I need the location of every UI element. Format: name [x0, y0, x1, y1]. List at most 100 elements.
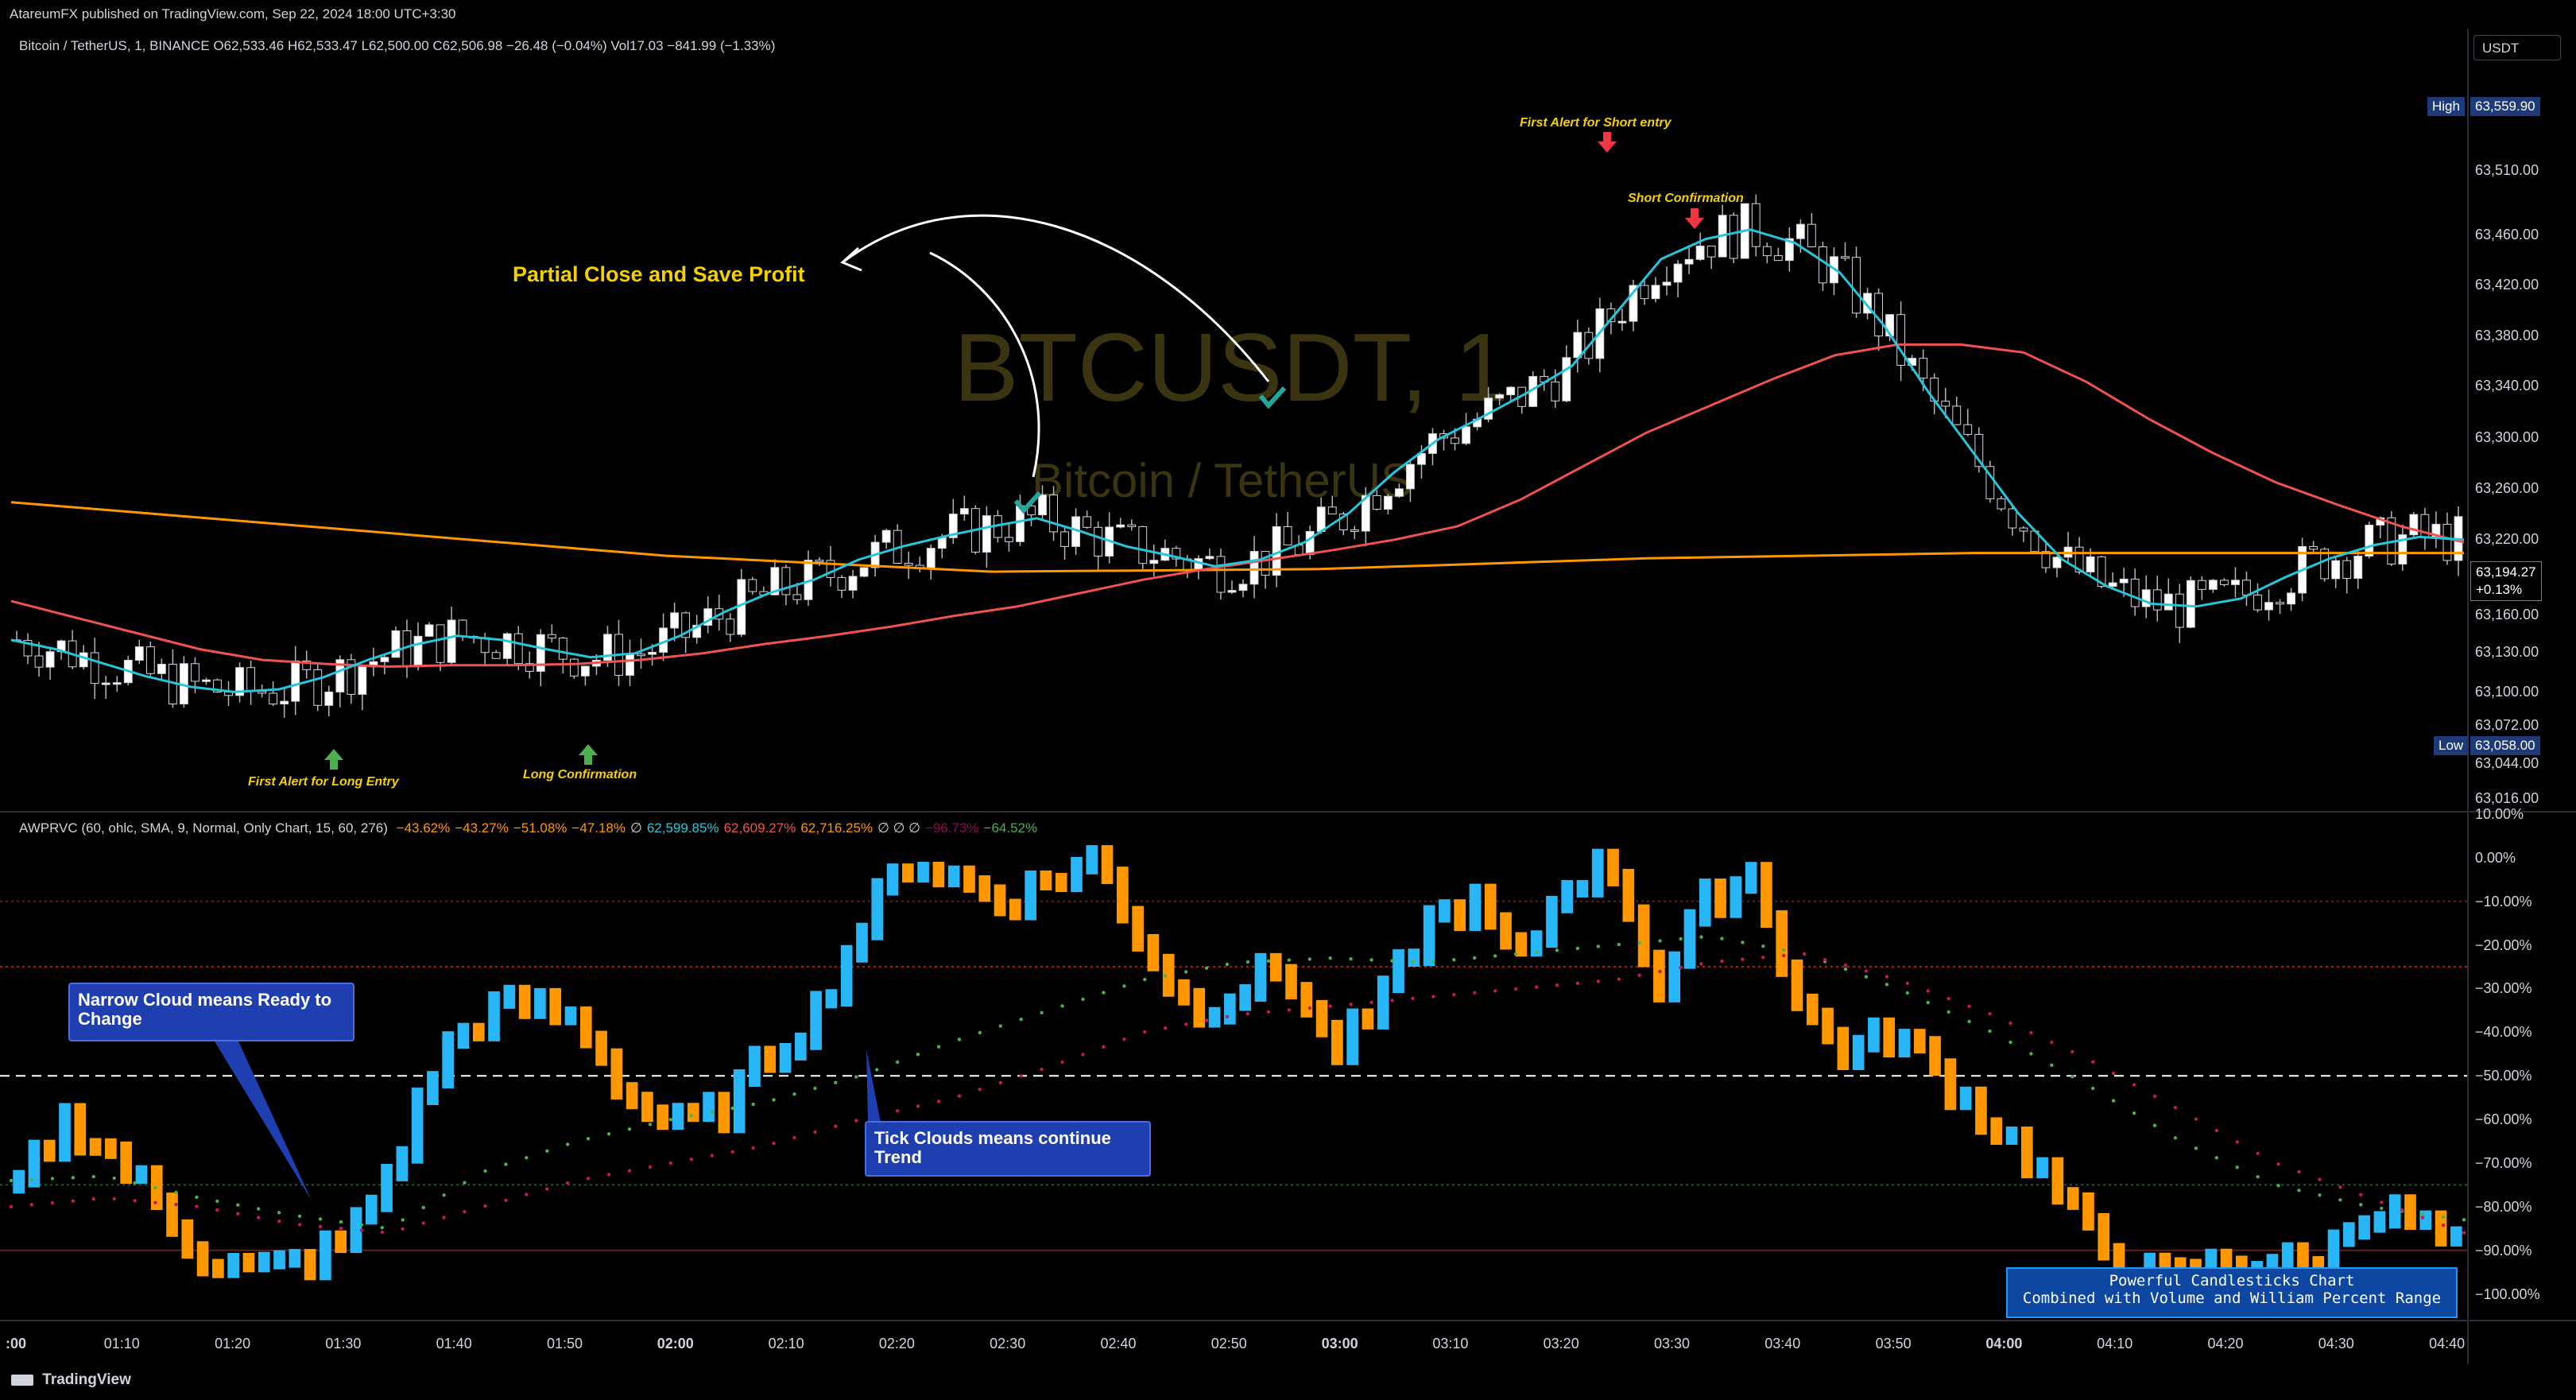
wpr-bar [1132, 906, 1144, 952]
cloud-red-dot [916, 1104, 920, 1108]
candle-body [1383, 495, 1393, 510]
candle-body [2309, 545, 2318, 550]
time-tick-label: 02:10 [768, 1336, 804, 1352]
cloud-red-dot [483, 1204, 487, 1208]
cloud-green-dot [133, 1181, 137, 1185]
cloud-green-dot [1081, 997, 1085, 1002]
cloud-red-dot [1411, 996, 1415, 1001]
wpr-bar [2388, 1194, 2401, 1229]
candle-body [1350, 529, 1359, 533]
candle-body [1863, 293, 1872, 314]
cloud-red-dot [1741, 957, 1745, 961]
cloud-red-dot [215, 1208, 219, 1212]
cloud-red-dot [710, 1154, 714, 1158]
cloud-green-dot [2009, 1040, 2012, 1045]
ema-mid-line [10, 343, 2465, 669]
cloud-green-dot [1369, 958, 1373, 962]
cloud-green-dot [1122, 984, 1126, 988]
wpr-bar [917, 861, 929, 883]
wpr-bar [1622, 868, 1635, 922]
candle-body [2041, 551, 2051, 568]
candle-body [2108, 582, 2117, 588]
footer-brand: TradingView [42, 1371, 131, 1388]
cloud-green-dot [854, 1075, 858, 1079]
candle-body [1974, 433, 1984, 467]
candle-body [1629, 285, 1638, 322]
wpr-bar [89, 1138, 102, 1156]
candle-body [157, 663, 166, 674]
wpr-bar [1254, 952, 1267, 1002]
indicator-value: −47.18% [571, 820, 626, 836]
wpr-tick-label: −80.00% [2475, 1198, 2532, 1215]
cloud-red-dot [1803, 952, 1807, 956]
wpr-bar [1837, 1026, 1850, 1071]
wpr-bar [258, 1251, 270, 1273]
symbol-legend[interactable]: Bitcoin / TetherUS, 1, BINANCE O62,533.4… [19, 38, 780, 54]
cloud-green-dot [875, 1068, 879, 1072]
wpr-bar [1883, 1017, 1896, 1058]
cloud-red-dot [1843, 964, 1848, 968]
candle-body [1327, 506, 1337, 514]
cloud-red-dot [978, 1088, 982, 1092]
indicator-legend[interactable]: AWPRVC (60, ohlc, SMA, 9, Normal, Only C… [19, 820, 1042, 836]
indicator-value: −43.27% [455, 820, 509, 836]
cloud-red-dot [1143, 1030, 1147, 1034]
cloud-green-dot [1967, 1019, 1971, 1024]
cloud-red-dot [91, 1197, 95, 1201]
indicator-value: ∅ [630, 820, 642, 836]
cloud-red-dot [545, 1187, 549, 1191]
cloud-red-dot [2091, 1060, 2095, 1064]
cloud-green-dot [998, 1024, 1003, 1028]
short-confirm-arrow-icon [1685, 208, 1704, 229]
wpr-bar [1178, 979, 1190, 1006]
cloud-red-dot [1225, 1014, 1230, 1019]
wpr-bar [1761, 862, 1772, 928]
indicator-value: ∅ ∅ ∅ [877, 820, 920, 836]
wpr-bar [1806, 993, 1819, 1026]
long-confirm-arrow-icon [579, 744, 598, 765]
cloud-red-dot [1947, 996, 1950, 1001]
candle-body [1963, 424, 1973, 435]
wpr-bar [120, 1141, 132, 1185]
wpr-bar [1637, 904, 1650, 968]
candle-body [926, 548, 935, 568]
cloud-green-dot [215, 1199, 219, 1204]
wpr-bar [320, 1230, 331, 1281]
candle-body [1662, 281, 1671, 286]
wpr-bar [166, 1193, 178, 1237]
wpr-bar [1929, 1036, 1941, 1076]
wpr-bar [1699, 878, 1711, 927]
cloud-green-dot [710, 1110, 714, 1114]
candle-body [302, 660, 312, 670]
wpr-bar [1561, 879, 1574, 913]
cloud-red-dot [1328, 1004, 1332, 1008]
wpr-bar [1224, 993, 1236, 1025]
wpr-bar [1668, 951, 1681, 1002]
cloud-red-dot [2132, 1083, 2136, 1087]
candle-body [1451, 437, 1459, 444]
wpr-bar [242, 1252, 255, 1273]
candle-body [1997, 498, 2006, 510]
cloud-green-dot [2338, 1198, 2342, 1202]
tradingview-footer[interactable]: TradingView [11, 1371, 131, 1389]
candle-body [1462, 426, 1470, 444]
cloud-green-dot [813, 1086, 817, 1091]
cloud-red-dot [772, 1142, 776, 1146]
candle-body [1684, 258, 1694, 265]
cloud-red-dot [813, 1130, 817, 1134]
cloud-green-dot [277, 1211, 281, 1215]
candle-body [447, 619, 456, 663]
cloud-green-dot [1411, 960, 1415, 964]
wpr-bar [579, 1006, 592, 1049]
cloud-green-dot [916, 1053, 920, 1057]
cloud-green-dot [174, 1190, 178, 1195]
wpr-bar [687, 1103, 699, 1123]
currency-selector[interactable]: USDT [2473, 35, 2561, 60]
cloud-green-dot [29, 1177, 34, 1181]
candle-body [1617, 320, 1627, 324]
short-confirmation-note: Short Confirmation [1628, 192, 1744, 205]
time-tick-label: 03:00 [1321, 1336, 1358, 1352]
cloud-red-dot [1431, 995, 1435, 999]
cloud-red-dot [586, 1177, 591, 1181]
